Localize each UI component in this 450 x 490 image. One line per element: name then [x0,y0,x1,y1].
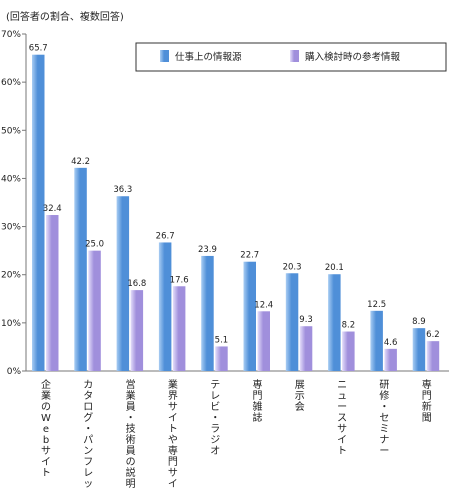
category-label: ニュースサイト [337,380,347,457]
bar-series2 [172,286,186,371]
value-label-series1: 20.1 [325,263,344,273]
value-label-series2: 8.2 [342,321,356,331]
value-label-series2: 6.2 [426,330,440,340]
value-label-series2: 4.6 [384,338,398,348]
bar-series2 [342,331,355,371]
bar-series2 [426,341,440,371]
y-tick-label: 0% [7,367,22,377]
y-tick-label: 10% [1,319,21,329]
y-tick-label: 30% [1,223,21,233]
y-tick-label: 70% [1,30,21,40]
category-label: 営業員・技術員の説明 [126,378,136,490]
y-tick-label: 60% [1,78,21,88]
category-label: テレビ・ラジオ [210,380,220,457]
bar-series2 [130,290,144,371]
value-label-series2: 9.3 [299,315,313,325]
value-label-series1: 36.3 [113,185,132,195]
bar-series2 [215,346,228,371]
category-label: 業界サイトや専門サイト [168,378,178,490]
value-label-series1: 23.9 [198,245,217,255]
category-label: 研修・セミナー [379,379,389,457]
category-label: 専門雑誌 [253,379,263,424]
legend-label-series2: 購入検討時の参考情報 [305,51,401,63]
bar-series1 [370,310,383,371]
value-label-series2: 16.8 [127,279,146,289]
bar-series1 [74,167,87,371]
category-label: カタログ・パンフレット [83,379,93,490]
bar-series2 [384,348,397,371]
legend-label-series1: 仕事上の情報源 [175,51,242,63]
value-label-series1: 26.7 [156,231,175,241]
y-tick-label: 50% [1,126,21,136]
value-label-series2: 32.4 [43,204,62,214]
y-tick-label: 40% [1,174,21,184]
bar-series2 [88,250,101,371]
category-label: 展示会 [295,379,305,413]
chart-note: (回答者の割合、複数回答) [6,12,124,23]
bar-series1 [158,242,172,371]
value-label-series1: 42.2 [71,157,90,167]
legend-swatch-series2 [290,50,299,62]
y-tick-label: 20% [1,271,21,281]
bar-series2 [257,311,270,371]
legend-swatch-series1 [160,50,169,62]
bar-series1 [32,54,45,372]
value-label-series2: 17.6 [170,275,189,285]
bar-series1 [201,255,214,371]
value-label-series2: 25.0 [85,240,104,250]
bar-series2 [299,326,313,371]
value-label-series2: 5.1 [215,335,229,345]
category-label: 専門新聞 [422,379,432,424]
bar-series1 [285,273,299,371]
value-label-series1: 20.3 [283,262,302,272]
bar-series1 [328,274,341,371]
value-label-series1: 12.5 [367,300,386,310]
value-label-series1: 65.7 [29,44,48,54]
bar-series1 [412,328,426,371]
bar-series1 [243,261,256,371]
value-label-series1: 8.9 [412,317,426,327]
value-label-series1: 22.7 [240,251,259,261]
bar-series2 [46,215,59,371]
bar-series1 [116,196,130,371]
value-label-series2: 12.4 [254,300,273,310]
